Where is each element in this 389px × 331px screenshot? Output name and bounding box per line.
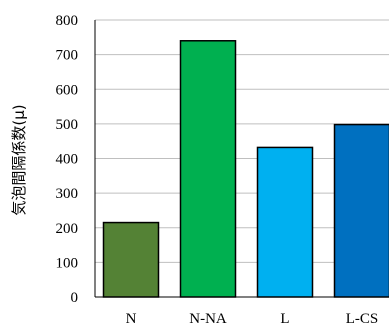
x-tick-label: L xyxy=(280,311,289,327)
y-tick-label: 400 xyxy=(56,152,79,168)
y-tick-label: 500 xyxy=(56,117,79,133)
x-tick-label: L-CS xyxy=(346,311,379,327)
y-tick-label: 800 xyxy=(56,13,79,29)
x-tick-labels: N N-NA L L-CS xyxy=(126,311,379,327)
y-tick-label: 100 xyxy=(56,255,79,271)
y-tick-label: 0 xyxy=(71,290,79,306)
bar-n-na xyxy=(179,40,237,298)
y-tick-labels: 0 100 200 300 400 500 600 700 800 xyxy=(56,13,79,306)
y-tick-label: 300 xyxy=(56,186,79,202)
bar-l xyxy=(256,146,314,298)
y-axis-title: 気泡間隔係数(μ) xyxy=(10,104,28,215)
y-tick-label: 700 xyxy=(56,48,79,64)
y-tick-label: 200 xyxy=(56,221,79,237)
x-tick-label: N xyxy=(126,311,137,327)
bar-n xyxy=(102,221,160,298)
bar-l-cs xyxy=(333,123,389,298)
y-tick-label: 600 xyxy=(56,82,79,98)
bars xyxy=(102,40,389,298)
x-tick-label: N-NA xyxy=(189,311,227,327)
